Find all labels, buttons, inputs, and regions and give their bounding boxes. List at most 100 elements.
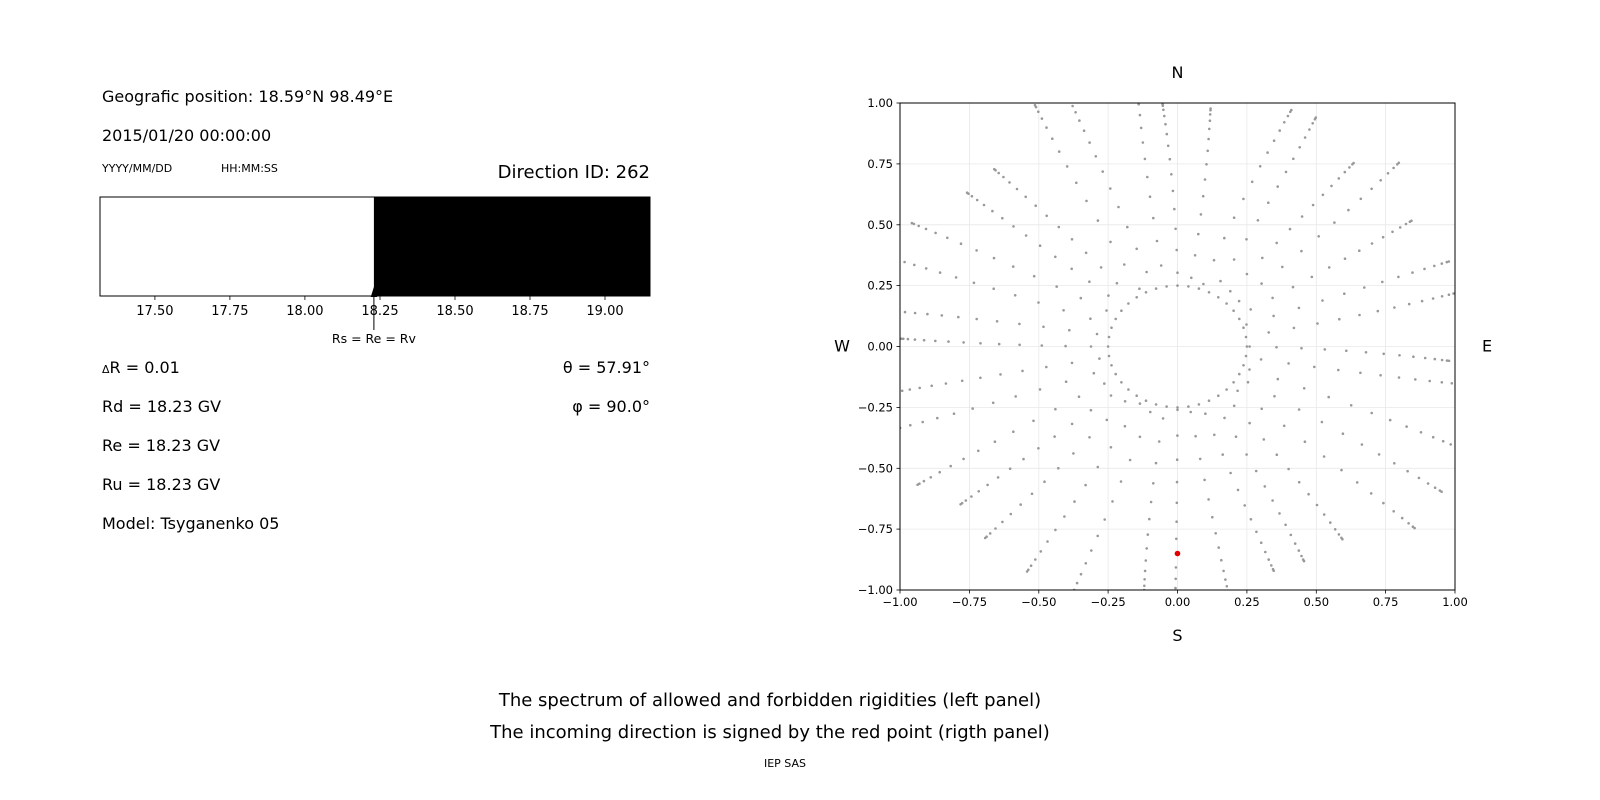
asymptotic-dot (1225, 585, 1229, 588)
asymptotic-dot (1070, 238, 1074, 241)
x-tick-label: 1.00 (1442, 595, 1468, 609)
asymptotic-dot (1170, 173, 1173, 176)
phi-value: φ = 90.0° (572, 397, 650, 416)
asymptotic-dot (1001, 216, 1004, 220)
model-label: Model: Tsyganenko 05 (102, 514, 280, 533)
asymptotic-dot (1143, 584, 1146, 588)
asymptotic-dot (1232, 216, 1236, 219)
asymptotic-dot (1089, 317, 1092, 321)
x-tick-label: −0.50 (1021, 595, 1056, 609)
asymptotic-dot (1447, 293, 1451, 296)
asymptotic-dot (1155, 239, 1159, 243)
asymptotic-dot (1445, 260, 1449, 264)
asymptotic-dot (1148, 195, 1152, 198)
asymptotic-dot (1078, 119, 1081, 122)
asymptotic-dot (1201, 194, 1205, 198)
asymptotic-dot (1063, 515, 1066, 518)
asymptotic-dot (1316, 322, 1319, 325)
asymptotic-dot (957, 315, 960, 319)
asymptotic-dot (997, 342, 1001, 346)
asymptotic-dot (1114, 372, 1117, 376)
asymptotic-dot (1411, 271, 1414, 274)
asymptotic-dot (1260, 407, 1263, 411)
y-tick-label: 1.00 (867, 96, 893, 110)
asymptotic-dot (1128, 458, 1132, 462)
asymptotic-dot (1071, 593, 1074, 596)
asymptotic-dot (1431, 435, 1435, 439)
asymptotic-dot (1146, 533, 1150, 536)
asymptotic-dot (1202, 282, 1205, 286)
asymptotic-dot (959, 503, 962, 506)
asymptotic-dot (917, 224, 920, 228)
asymptotic-dot (1245, 272, 1249, 276)
asymptotic-dot (1013, 294, 1017, 297)
asymptotic-dot (1207, 137, 1210, 141)
asymptotic-dot (1176, 434, 1179, 437)
asymptotic-dot (1423, 267, 1426, 271)
asymptotic-dot (979, 376, 982, 380)
asymptotic-dot (1288, 227, 1292, 231)
asymptotic-dot (1232, 258, 1236, 261)
asymptotic-dot (991, 401, 995, 405)
asymptotic-dot (977, 490, 980, 493)
asymptotic-dot (1054, 528, 1057, 532)
asymptotic-dot (1457, 446, 1460, 449)
plot-frame (899, 102, 1456, 591)
asymptotic-dot (1120, 309, 1123, 312)
asymptotic-dot (1117, 205, 1120, 209)
asymptotic-dot (1018, 343, 1021, 347)
asymptotic-dot (1144, 399, 1148, 403)
asymptotic-dot (1238, 372, 1241, 376)
asymptotic-dot (1211, 515, 1214, 519)
asymptotic-dot (1217, 394, 1220, 398)
asymptotic-dot (1245, 323, 1248, 326)
asymptotic-dot (1449, 443, 1452, 446)
asymptotic-dot (1376, 309, 1380, 313)
datetime-value: 2015/01/20 00:00:00 (102, 126, 272, 145)
asymptotic-dot (1209, 107, 1212, 110)
asymptotic-dot (1175, 458, 1179, 462)
asymptotic-dot (1055, 285, 1058, 288)
asymptotic-dot (962, 457, 965, 461)
asymptotic-dot (1224, 578, 1227, 581)
asymptotic-dot (1206, 149, 1209, 153)
asymptotic-dot (1433, 486, 1437, 490)
asymptotic-dot (1082, 129, 1086, 132)
asymptotic-dot (1136, 83, 1139, 86)
asymptotic-dot (1393, 306, 1396, 309)
asymptotic-dot (1174, 586, 1177, 590)
asymptotic-dot (1300, 215, 1304, 218)
asymptotic-dot (1197, 403, 1201, 406)
asymptotic-dot (1343, 257, 1347, 260)
asymptotic-dot (1088, 280, 1091, 283)
asymptotic-dot (1008, 181, 1011, 184)
asymptotic-dot (896, 390, 899, 393)
asymptotic-dot (1440, 262, 1444, 265)
asymptotic-dot (1343, 292, 1346, 295)
asymptotic-dot (993, 167, 996, 171)
asymptotic-dot (1272, 139, 1276, 142)
asymptotic-dot (1232, 309, 1235, 312)
asymptotic-dot (1267, 331, 1270, 334)
asymptotic-dot (1197, 287, 1201, 290)
asymptotic-dot (1320, 420, 1324, 424)
asymptotic-dot (999, 373, 1002, 376)
asymptotic-dot (1154, 287, 1158, 290)
asymptotic-dot (1386, 172, 1390, 175)
asymptotic-dot (1137, 94, 1140, 97)
asymptotic-dot (1258, 165, 1262, 168)
asymptotic-dot (1234, 435, 1238, 439)
asymptotic-dot (1114, 317, 1117, 321)
spectrum-x-tick-label: 17.75 (211, 304, 248, 319)
asymptotic-dot (975, 317, 978, 321)
asymptotic-dot (1038, 388, 1042, 391)
asymptotic-dot (1214, 532, 1217, 535)
asymptotic-dot (1161, 417, 1165, 420)
asymptotic-dot (921, 420, 924, 424)
delta-symbol: Δ (102, 363, 110, 376)
asymptotic-dot (1107, 354, 1111, 358)
asymptotic-dot (1105, 309, 1108, 312)
asymptotic-dot (1197, 232, 1200, 236)
asymptotic-dot (1272, 314, 1275, 318)
asymptotic-dot (1406, 469, 1409, 473)
